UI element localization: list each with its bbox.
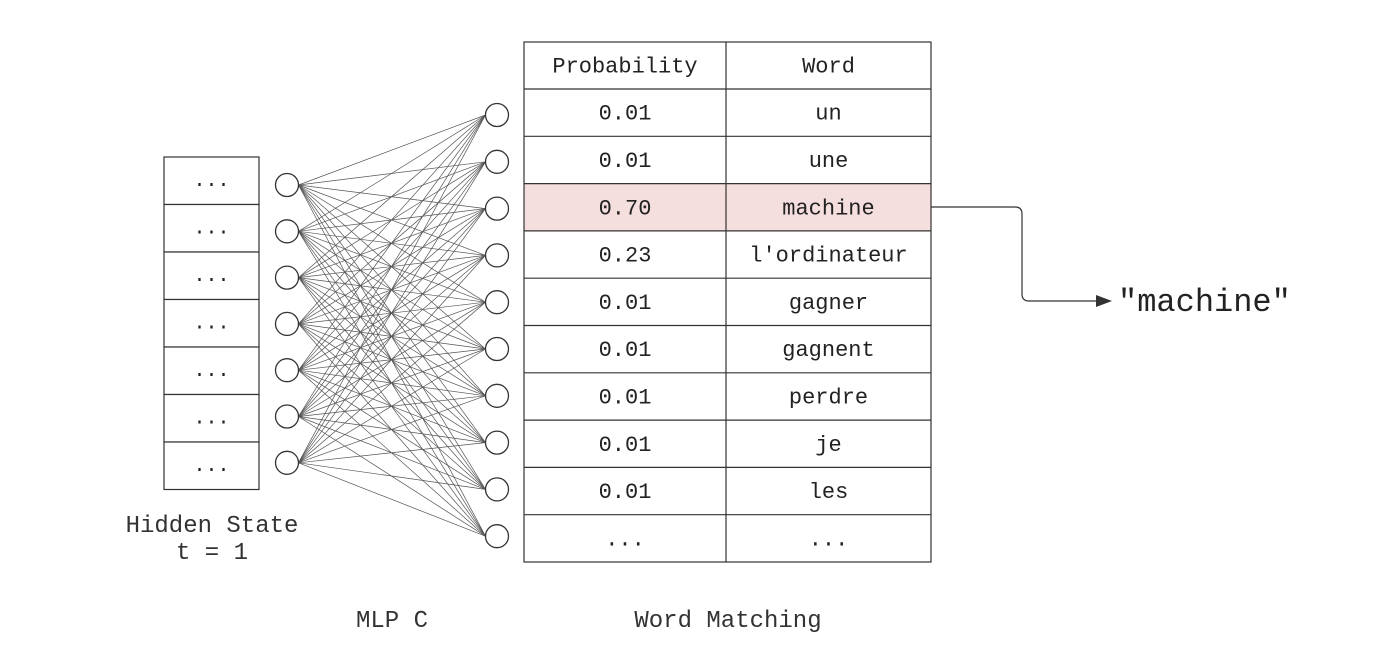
hidden-state-cell-text: ...: [193, 360, 229, 383]
mlp-output-node: [484, 430, 510, 455]
mlp-nodes: [274, 102, 510, 549]
output-arrow: [931, 206, 1112, 307]
highlighted-row-background: [524, 183, 931, 231]
probability-cell: 0.01: [599, 385, 652, 410]
word-cell: un: [815, 102, 841, 127]
mlp-edge: [298, 255, 486, 464]
hidden-state-cell-text: ...: [193, 407, 229, 430]
hidden-state-cell: [163, 441, 260, 491]
mlp-output-node: [484, 102, 510, 128]
probability-cell: 0.70: [599, 196, 652, 221]
hidden-state-cell-text: ...: [193, 312, 229, 335]
probability-cell: 0.01: [599, 433, 652, 458]
mlp-output-node: [484, 243, 510, 268]
mlp-input-node: [274, 358, 300, 383]
probability-cell: ...: [605, 527, 645, 552]
mlp-input-node: [274, 219, 300, 244]
mlp-edge: [298, 114, 486, 417]
mlp-input-node: [274, 311, 300, 337]
mlp-edge: [298, 395, 486, 464]
hidden-state-cell-text: ...: [193, 455, 229, 478]
word-cell: je: [815, 433, 841, 458]
probability-cell: 0.01: [599, 149, 652, 174]
mlp-output-node: [484, 524, 510, 549]
hidden-state-caption: Hidden State: [126, 513, 299, 540]
mlp-edge: [298, 208, 486, 464]
mlp-edge: [298, 462, 486, 490]
mlp-edge: [298, 114, 486, 463]
mlp-edge: [298, 114, 486, 325]
word-matching-table: Probability Word 0.01 un 0.01 une 0.70 machine 0…: [523, 41, 932, 563]
header-word: Word: [802, 55, 855, 80]
word-cell: perdre: [789, 385, 868, 410]
mlp-input-node: [274, 172, 300, 198]
word-cell: machine: [782, 196, 874, 221]
mlp-edge: [298, 301, 486, 464]
mlp-output-node: [484, 149, 510, 174]
word-cell: gagnent: [782, 338, 874, 363]
table-border: [523, 41, 932, 563]
mlp-output-node: [484, 196, 510, 221]
hidden-state-cell: [163, 156, 260, 206]
header-probability: Probability: [552, 55, 697, 80]
mlp-input-node: [274, 450, 300, 475]
mlp-edge: [298, 442, 486, 464]
hidden-state-cell: [163, 298, 260, 348]
mlp-output-node: [484, 336, 510, 362]
word-cell: une: [809, 149, 849, 174]
output-word: "machine": [1118, 284, 1291, 321]
word-cell: les: [809, 480, 849, 505]
hidden-state-cell-text: ...: [193, 170, 229, 193]
hidden-state-cell: [163, 393, 260, 443]
probability-cell: 0.01: [599, 291, 652, 316]
probability-cell: 0.01: [599, 102, 652, 127]
mlp-output-node: [484, 383, 510, 408]
mlp-edge: [298, 114, 486, 186]
arrow-head-icon: [1096, 295, 1112, 307]
probability-cell: 0.01: [599, 338, 652, 363]
mlp-edge: [298, 348, 486, 464]
mlp-edge: [298, 161, 486, 463]
mlp-edge: [298, 462, 486, 537]
word-matching-caption: Word Matching: [634, 608, 821, 635]
mlp-connections: [298, 114, 486, 537]
hidden-state-vector: .....................: [163, 156, 260, 491]
word-cell: l'ordinateur: [749, 244, 907, 269]
mlp-caption: MLP C: [356, 608, 428, 635]
mlp-input-node: [274, 265, 300, 290]
word-cell: gagner: [789, 291, 868, 316]
mlp-output-node: [484, 477, 510, 502]
hidden-state-timestep: t = 1: [176, 540, 248, 567]
mlp-edge: [298, 114, 486, 371]
probability-cell: 0.01: [599, 480, 652, 505]
mlp-output-node: [484, 290, 510, 315]
mlp-edge: [298, 114, 486, 278]
mlp-edge: [298, 114, 486, 232]
hidden-state-cell: [163, 203, 260, 253]
word-cell: ...: [809, 527, 849, 552]
hidden-state-cell: [163, 251, 260, 301]
hidden-state-cell-text: ...: [193, 265, 229, 288]
probability-cell: 0.23: [599, 244, 652, 269]
mlp-input-node: [274, 404, 300, 429]
hidden-state-cell-text: ...: [193, 217, 229, 240]
